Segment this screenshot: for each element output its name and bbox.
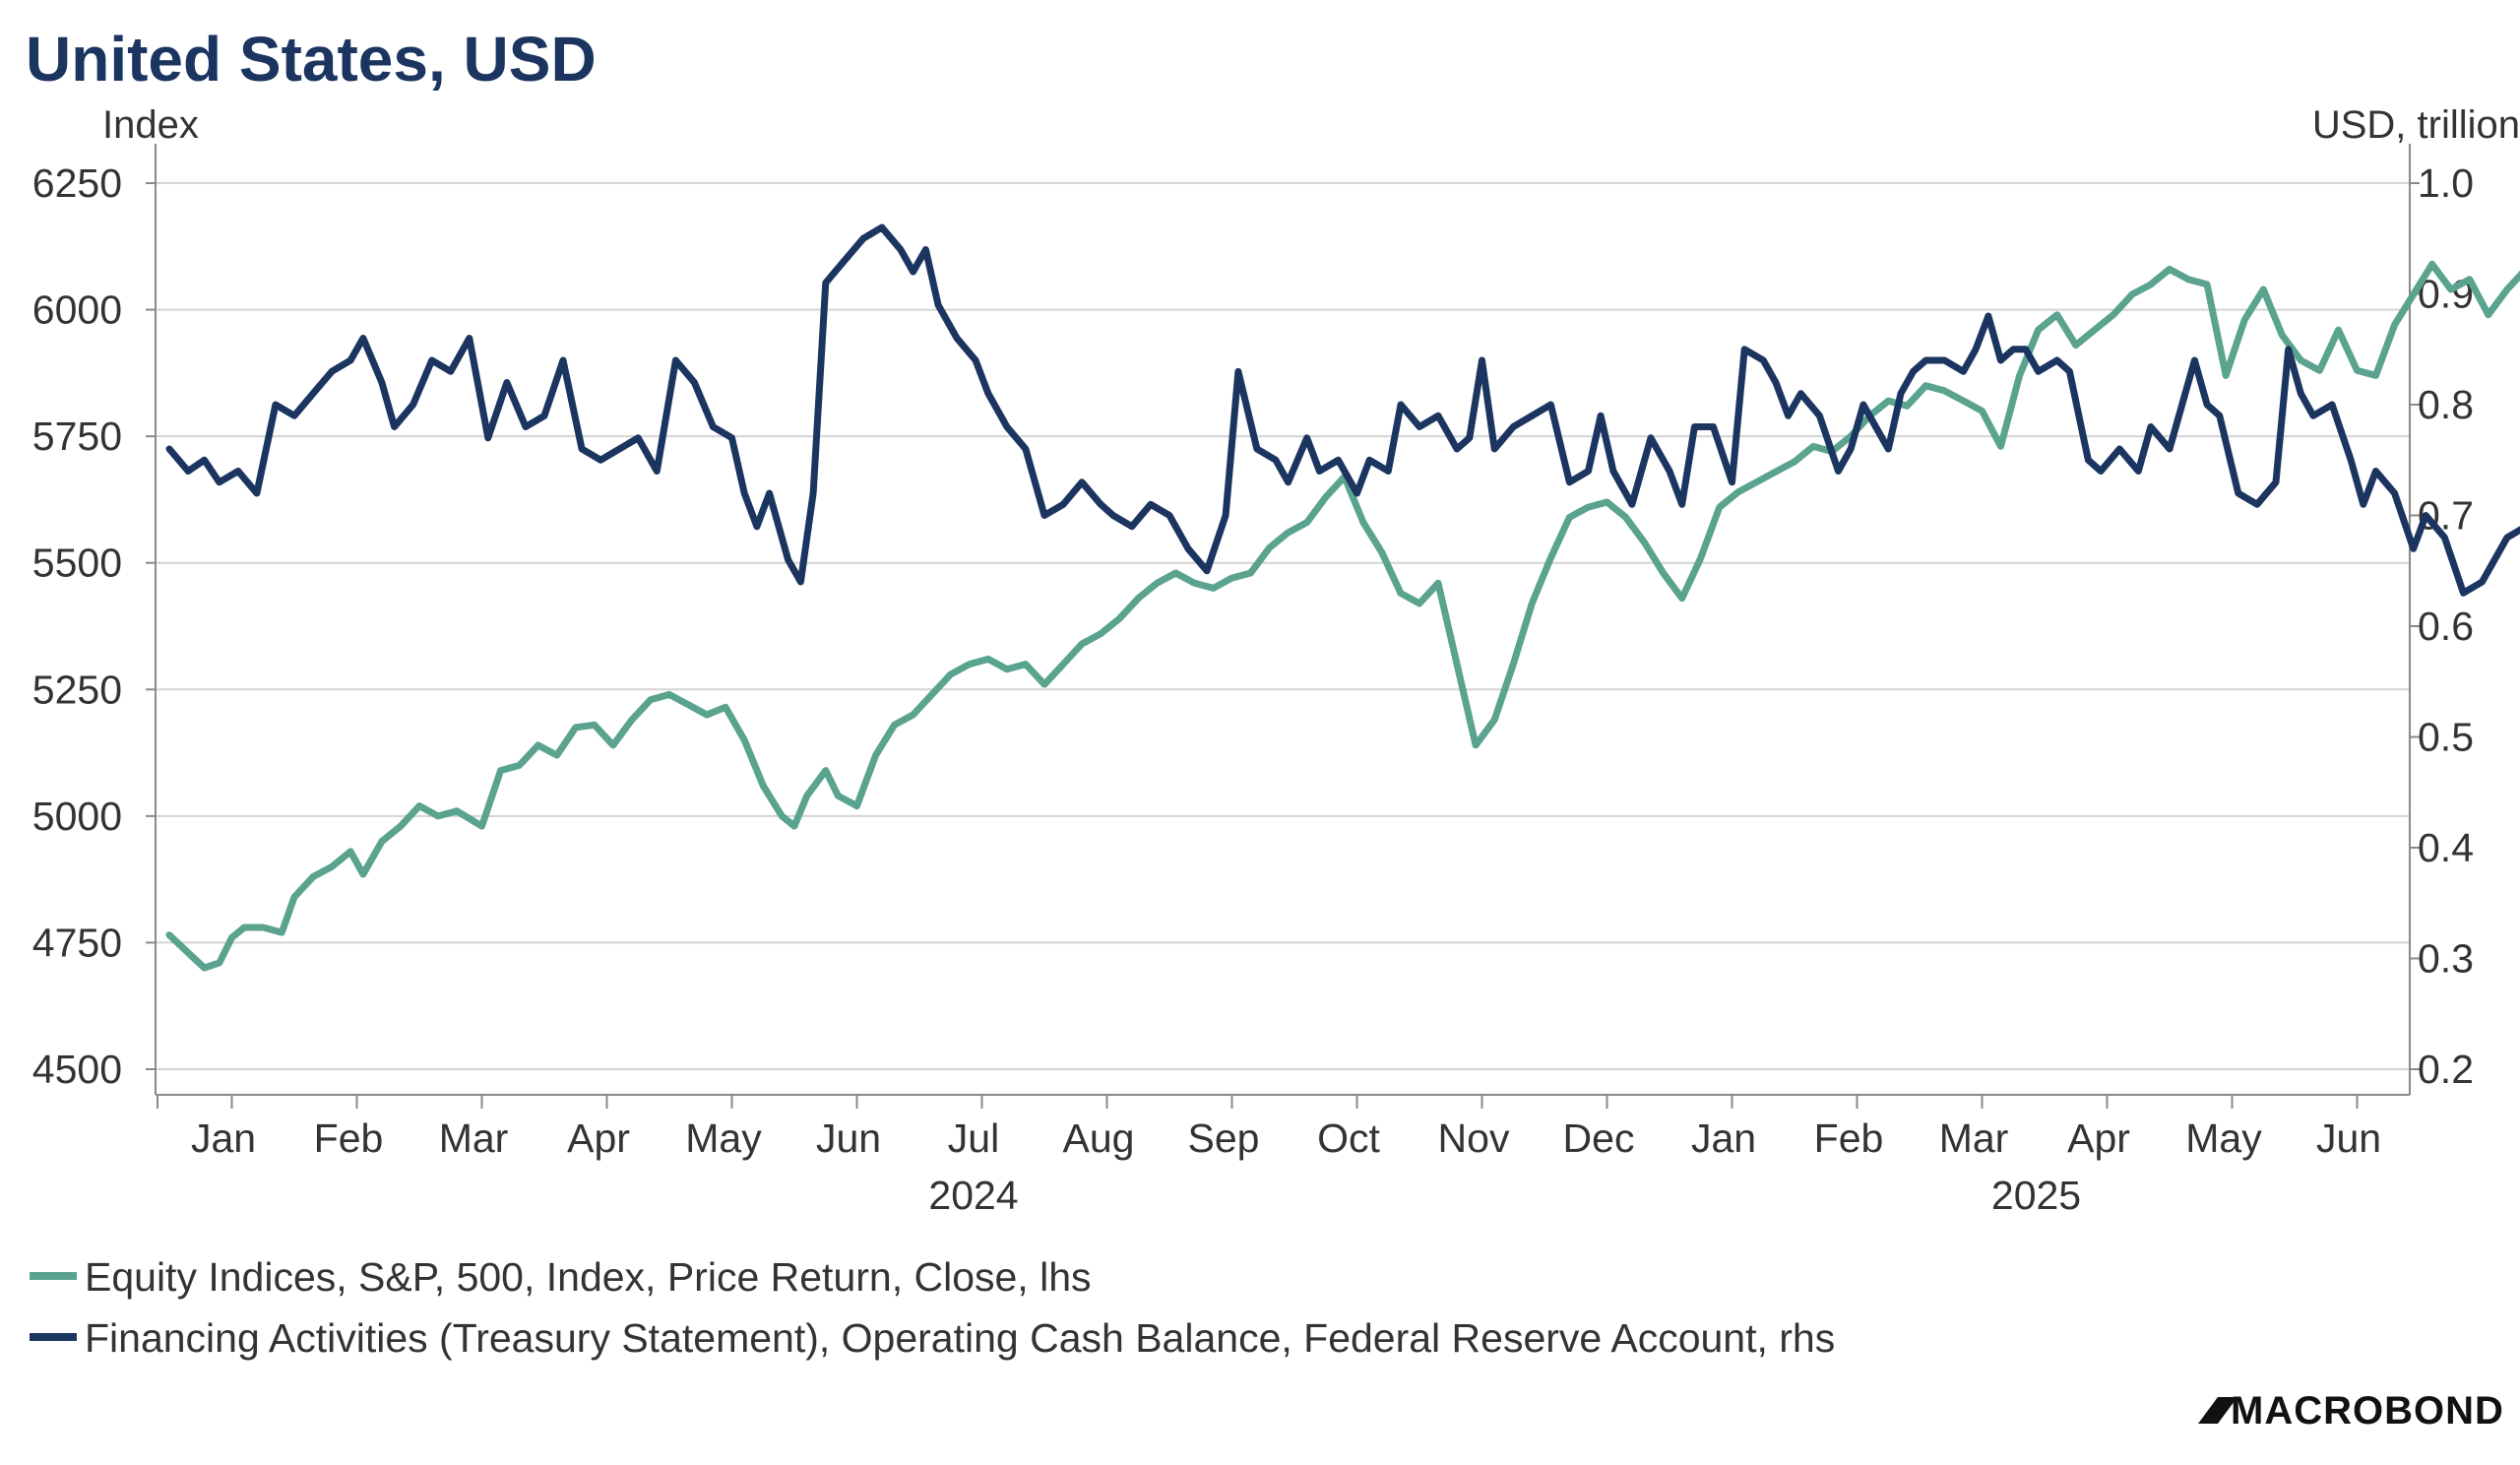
legend-label-equity: Equity Indices, S&P, 500, Index, Price R… [85,1254,1092,1300]
right-tick-label: 0.6 [2418,604,2474,649]
x-month-label: Aug [1063,1115,1135,1161]
macrobond-logo-text: MACROBOND [2231,1389,2504,1433]
series-line-equity [165,260,2520,972]
macrobond-logo-mark [2198,1397,2237,1424]
right-axis-label: USD, trillion [2312,103,2520,147]
x-month-label: Oct [1317,1115,1380,1161]
left-tick-label: 4500 [32,1047,122,1092]
tick-labels: 4500 4750 5000 5250 5500 5750 6000 6250 0.2 0.3 0.… [32,160,2474,1218]
legend: Equity Indices, S&P, 500, Index, Price R… [30,1254,1835,1361]
gridlines [156,182,2410,1070]
macrobond-logo: MACROBOND [2198,1389,2504,1433]
x-month-label: Jun [2316,1115,2381,1161]
left-tick-label: 5000 [32,794,122,839]
x-month-label: May [685,1115,762,1161]
left-tick-label: 4750 [32,920,122,965]
x-month-label: Jun [816,1115,881,1161]
series-lines [165,223,2520,972]
chart-title: United States, USD [26,24,597,95]
x-month-label: Feb [314,1115,384,1161]
x-month-label: Jan [1691,1115,1756,1161]
x-month-label: Sep [1188,1115,1260,1161]
x-year-label: 2025 [1991,1173,2081,1218]
x-month-label: Mar [439,1115,509,1161]
legend-swatch-cash [30,1333,77,1341]
x-month-label: Nov [1438,1115,1510,1161]
x-year-label: 2024 [928,1173,1018,1218]
right-tick-label: 1.0 [2418,160,2474,206]
left-tick-label: 5250 [32,667,122,712]
right-tick-label: 0.4 [2418,825,2474,870]
right-tick-label: 0.3 [2418,936,2474,982]
left-tick-label: 5750 [32,414,122,459]
left-tick-label: 5500 [32,541,122,586]
x-month-label: Feb [1814,1115,1884,1161]
x-month-label: Jul [948,1115,999,1161]
x-month-label: Dec [1563,1115,1635,1161]
right-tick-label: 0.8 [2418,382,2474,427]
x-month-label: Apr [567,1115,630,1161]
x-month-label: May [2185,1115,2262,1161]
axes [146,144,2420,1109]
left-tick-label: 6250 [32,160,122,206]
right-tick-label: 0.5 [2418,715,2474,760]
x-month-label: Jan [191,1115,256,1161]
x-month-label: Apr [2067,1115,2130,1161]
left-axis-label: Index [102,103,199,147]
legend-swatch-equity [30,1272,77,1280]
left-tick-label: 6000 [32,287,122,333]
series-line-cash-balance [165,223,2520,597]
right-tick-label: 0.2 [2418,1047,2474,1092]
x-month-label: Mar [1939,1115,2009,1161]
legend-label-cash: Financing Activities (Treasury Statement… [85,1315,1835,1361]
